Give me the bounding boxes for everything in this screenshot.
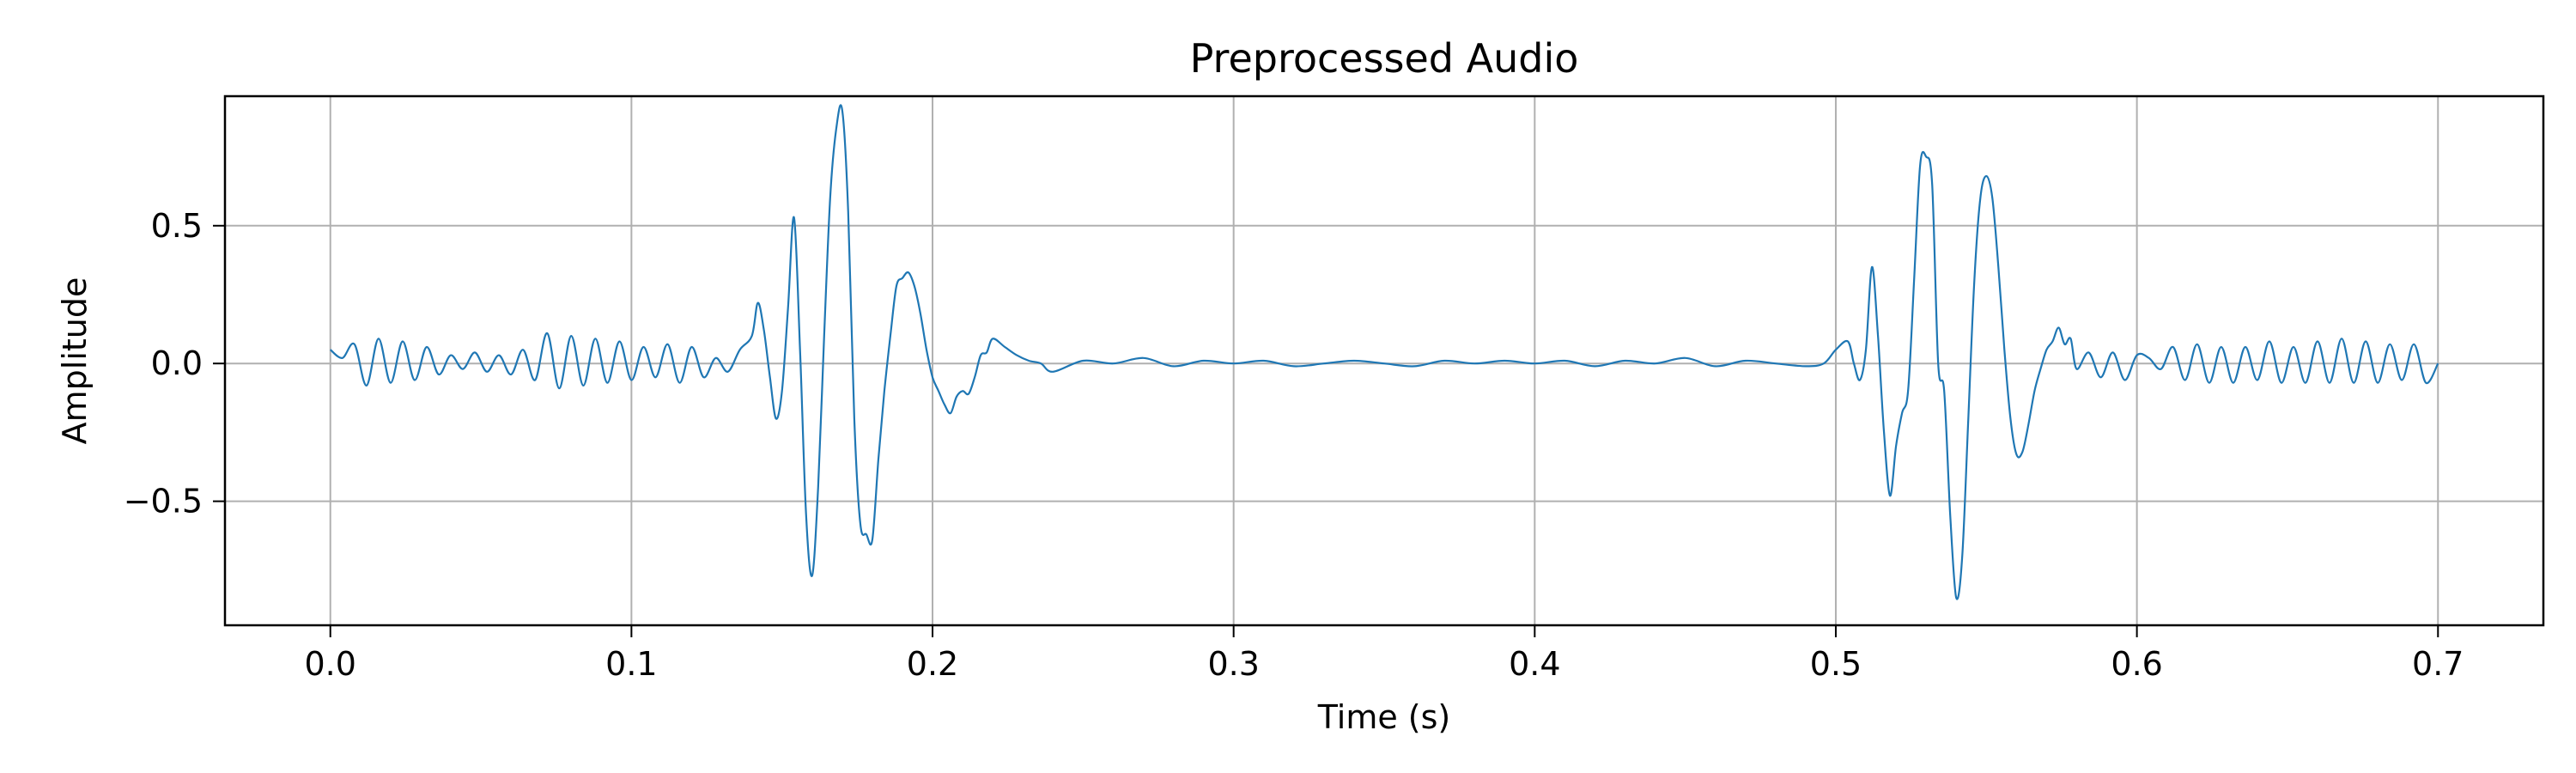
y-axis-label: Amplitude bbox=[56, 277, 94, 445]
x-tick-label: 0.4 bbox=[1509, 645, 1560, 683]
tick-labels: 0.0 0.1 0.2 0.3 0.4 0.5 0.6 0.7 −0.5 0.0 0.5 bbox=[124, 207, 2464, 683]
x-tick-label: 0.2 bbox=[907, 645, 958, 683]
y-tick-label: 0.0 bbox=[151, 344, 203, 382]
series-line-0 bbox=[330, 104, 2439, 600]
x-tick-label: 0.6 bbox=[2111, 645, 2162, 683]
y-tick-label: −0.5 bbox=[124, 483, 203, 520]
x-tick-label: 0.1 bbox=[605, 645, 657, 683]
y-tick-label: 0.5 bbox=[151, 207, 203, 245]
x-tick-label: 0.0 bbox=[305, 645, 356, 683]
grid-lines bbox=[225, 96, 2543, 625]
x-tick-label: 0.5 bbox=[1810, 645, 1862, 683]
tick-marks bbox=[213, 224, 2439, 637]
x-axis-label: Time (s) bbox=[1317, 698, 1451, 736]
x-tick-label: 0.3 bbox=[1207, 645, 1259, 683]
plot-frame bbox=[223, 94, 2545, 627]
x-tick-label: 0.7 bbox=[2412, 645, 2464, 683]
chart-title: Preprocessed Audio bbox=[1190, 35, 1579, 82]
series-layer bbox=[330, 104, 2439, 600]
